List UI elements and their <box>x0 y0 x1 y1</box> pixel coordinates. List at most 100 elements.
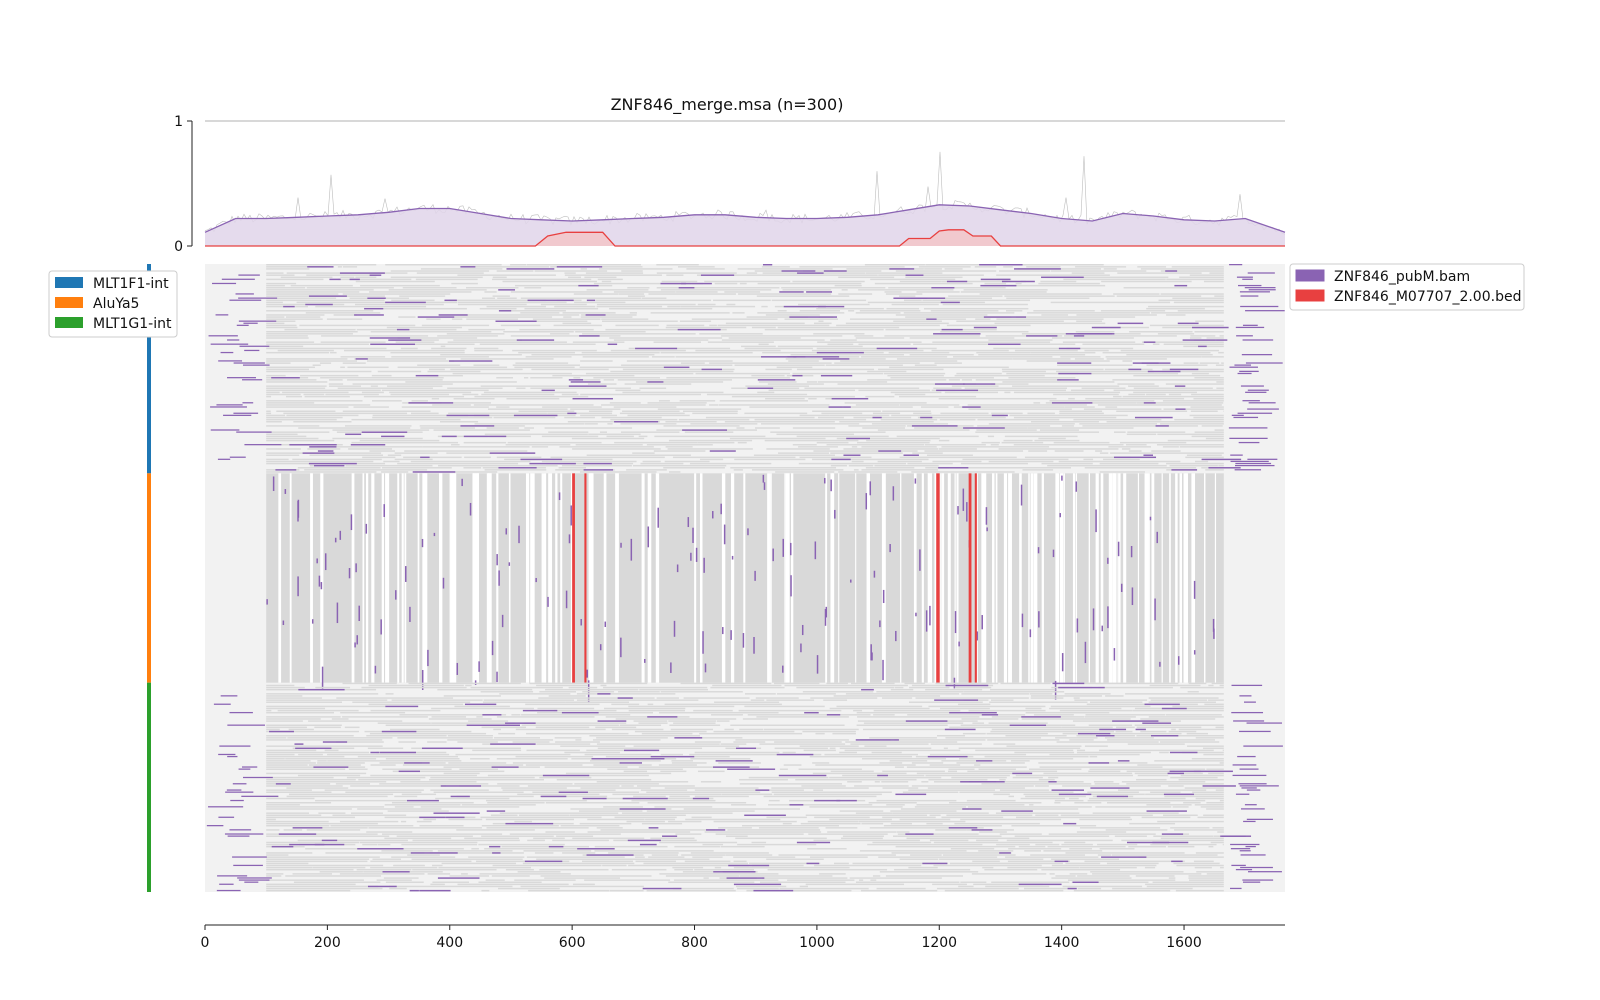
aligned-segment <box>609 402 641 404</box>
gap-column <box>954 473 956 683</box>
aligned-segment <box>476 860 570 863</box>
flank-signal-mark <box>212 282 237 285</box>
aligned-segment <box>1148 305 1224 308</box>
aligned-segment <box>949 862 1063 865</box>
aligned-segment <box>266 737 287 739</box>
aligned-segment <box>618 293 645 295</box>
aligned-segment <box>941 760 1007 762</box>
aligned-segment <box>735 739 849 741</box>
aligned-segment <box>562 312 616 314</box>
aligned-segment <box>297 774 361 777</box>
signal-mark <box>349 278 360 281</box>
aligned-segment <box>807 848 847 850</box>
signal-mark <box>1092 608 1095 631</box>
aligned-segment <box>1127 431 1186 433</box>
gap-column <box>310 473 313 683</box>
aligned-segment <box>704 280 791 283</box>
aligned-segment <box>799 310 840 312</box>
aligned-segment <box>266 684 295 687</box>
signal-mark <box>524 860 563 863</box>
flank-signal-mark <box>1231 684 1263 687</box>
signal-mark <box>535 577 537 583</box>
signal-mark <box>308 295 347 297</box>
aligned-segment <box>342 682 397 685</box>
aligned-segment <box>1029 804 1034 806</box>
aligned-segment <box>984 868 1038 871</box>
aligned-segment <box>981 441 1000 444</box>
gap-column <box>603 473 607 683</box>
aligned-segment <box>1064 841 1086 844</box>
aligned-segment <box>725 835 748 837</box>
aligned-segment <box>1048 776 1059 779</box>
signal-mark <box>567 412 577 415</box>
aligned-segment <box>485 818 575 821</box>
signal-mark <box>283 305 295 308</box>
aligned-segment <box>719 400 808 402</box>
aligned-segment <box>581 314 637 316</box>
gap-column <box>743 473 746 683</box>
aligned-segment <box>309 454 384 456</box>
aligned-segment <box>529 682 648 685</box>
signal-mark <box>814 799 841 802</box>
aligned-segment <box>960 818 1062 821</box>
gap-column <box>1072 473 1076 683</box>
aligned-segment <box>1182 751 1224 754</box>
aligned-segment <box>1006 372 1079 375</box>
aligned-segment <box>911 762 944 764</box>
aligned-segment <box>370 385 378 387</box>
aligned-segment <box>479 873 571 875</box>
aligned-segment <box>891 303 939 306</box>
signal-mark <box>1096 735 1115 737</box>
signal-mark <box>662 835 678 837</box>
aligned-segment <box>1211 682 1224 685</box>
aligned-segment <box>849 877 942 879</box>
aligned-segment <box>395 341 435 343</box>
aligned-segment <box>879 871 979 873</box>
aligned-segment <box>985 335 1063 337</box>
aligned-segment <box>905 276 963 279</box>
aligned-segment <box>561 464 632 467</box>
aligned-segment <box>671 760 694 762</box>
aligned-segment <box>266 728 280 731</box>
aligned-segment <box>1074 699 1148 701</box>
flank-signal-mark <box>1233 416 1259 419</box>
aligned-segment <box>602 320 678 322</box>
signal-mark <box>818 305 845 308</box>
flank-signal-mark <box>1240 295 1259 297</box>
aligned-segment <box>1158 299 1224 302</box>
aligned-segment <box>266 374 286 377</box>
aligned-segment <box>602 686 708 689</box>
aligned-segment <box>453 402 491 404</box>
aligned-segment <box>430 789 489 791</box>
aligned-segment <box>474 349 503 352</box>
flank-signal-mark <box>1237 412 1273 414</box>
signal-mark <box>420 456 430 459</box>
aligned-segment <box>876 887 926 890</box>
aligned-segment <box>732 312 745 314</box>
aligned-segment <box>869 827 984 829</box>
aligned-segment <box>342 266 358 268</box>
aligned-segment <box>880 418 938 421</box>
aligned-segment <box>560 825 620 827</box>
aligned-segment <box>1103 268 1117 270</box>
aligned-segment <box>1214 295 1224 297</box>
aligned-segment <box>764 328 884 331</box>
gap-column <box>449 473 451 683</box>
aligned-segment <box>873 714 895 716</box>
aligned-segment <box>946 324 1031 327</box>
aligned-segment <box>725 854 773 856</box>
gap-column <box>913 473 917 683</box>
aligned-segment <box>266 326 298 329</box>
aligned-segment <box>266 772 367 775</box>
signal-mark <box>1159 661 1161 667</box>
aligned-segment <box>882 697 913 699</box>
aligned-segment <box>733 469 743 471</box>
aligned-segment <box>627 295 645 297</box>
aligned-segment <box>481 393 555 396</box>
aligned-segment <box>427 370 481 373</box>
flank-signal-mark <box>237 877 272 879</box>
aligned-segment <box>746 272 758 274</box>
aligned-segment <box>590 760 661 762</box>
aligned-segment <box>924 444 986 446</box>
aligned-segment <box>266 860 368 863</box>
